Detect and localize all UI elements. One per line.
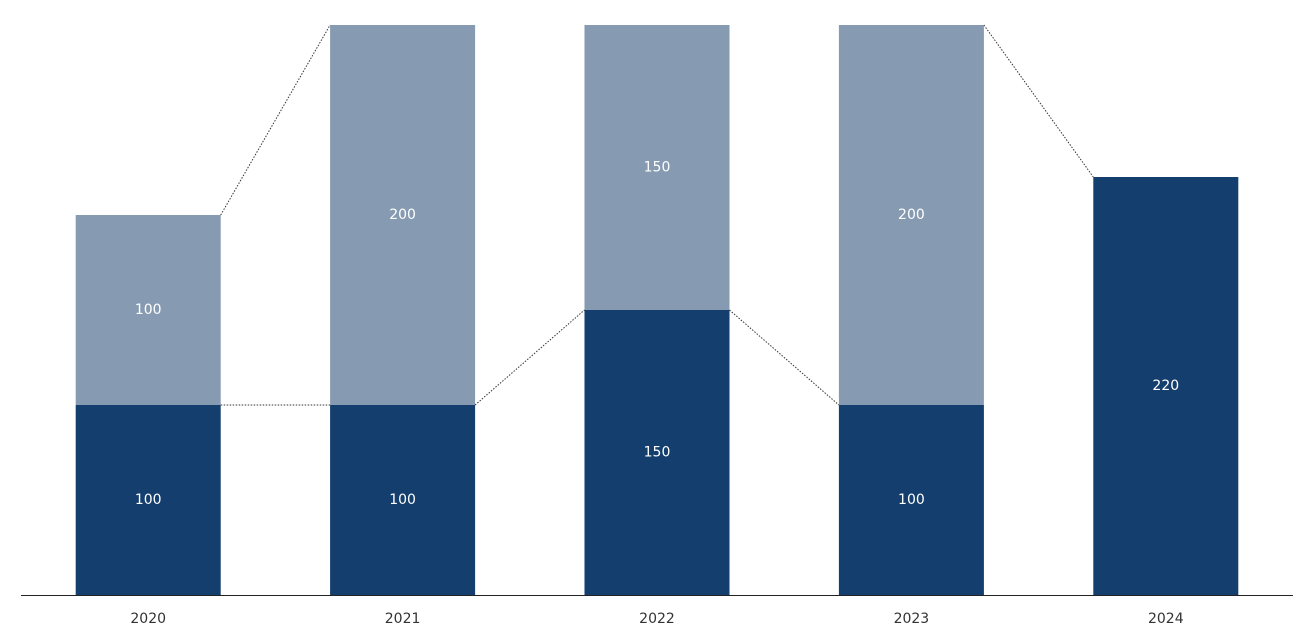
connector [220,24,331,216]
bar-segment [75,405,221,595]
connector [983,24,1094,178]
x-tick-label: 2021 [385,611,421,627]
bar-segment [330,25,476,405]
x-tick-label: 2023 [894,611,930,627]
value-label: 100 [135,492,162,508]
value-label: 200 [389,207,416,223]
value-label: 150 [644,445,671,461]
value-label: 220 [1152,378,1179,394]
bar-segment [838,405,984,595]
connector [474,309,585,406]
value-label: 200 [898,207,925,223]
x-tick-label: 2020 [130,611,166,627]
value-label: 100 [135,302,162,318]
bar-segment [330,405,476,595]
bar-segment [584,25,730,310]
bar-segment [1093,177,1239,595]
x-tick-label: 2022 [639,611,675,627]
bar-segment [584,310,730,595]
value-label: 100 [389,492,416,508]
x-tick-label: 2024 [1148,611,1184,627]
value-label: 100 [898,492,925,508]
bar-segment [75,215,221,405]
bar-segment [838,25,984,405]
connector [729,309,840,406]
value-label: 150 [644,160,671,176]
